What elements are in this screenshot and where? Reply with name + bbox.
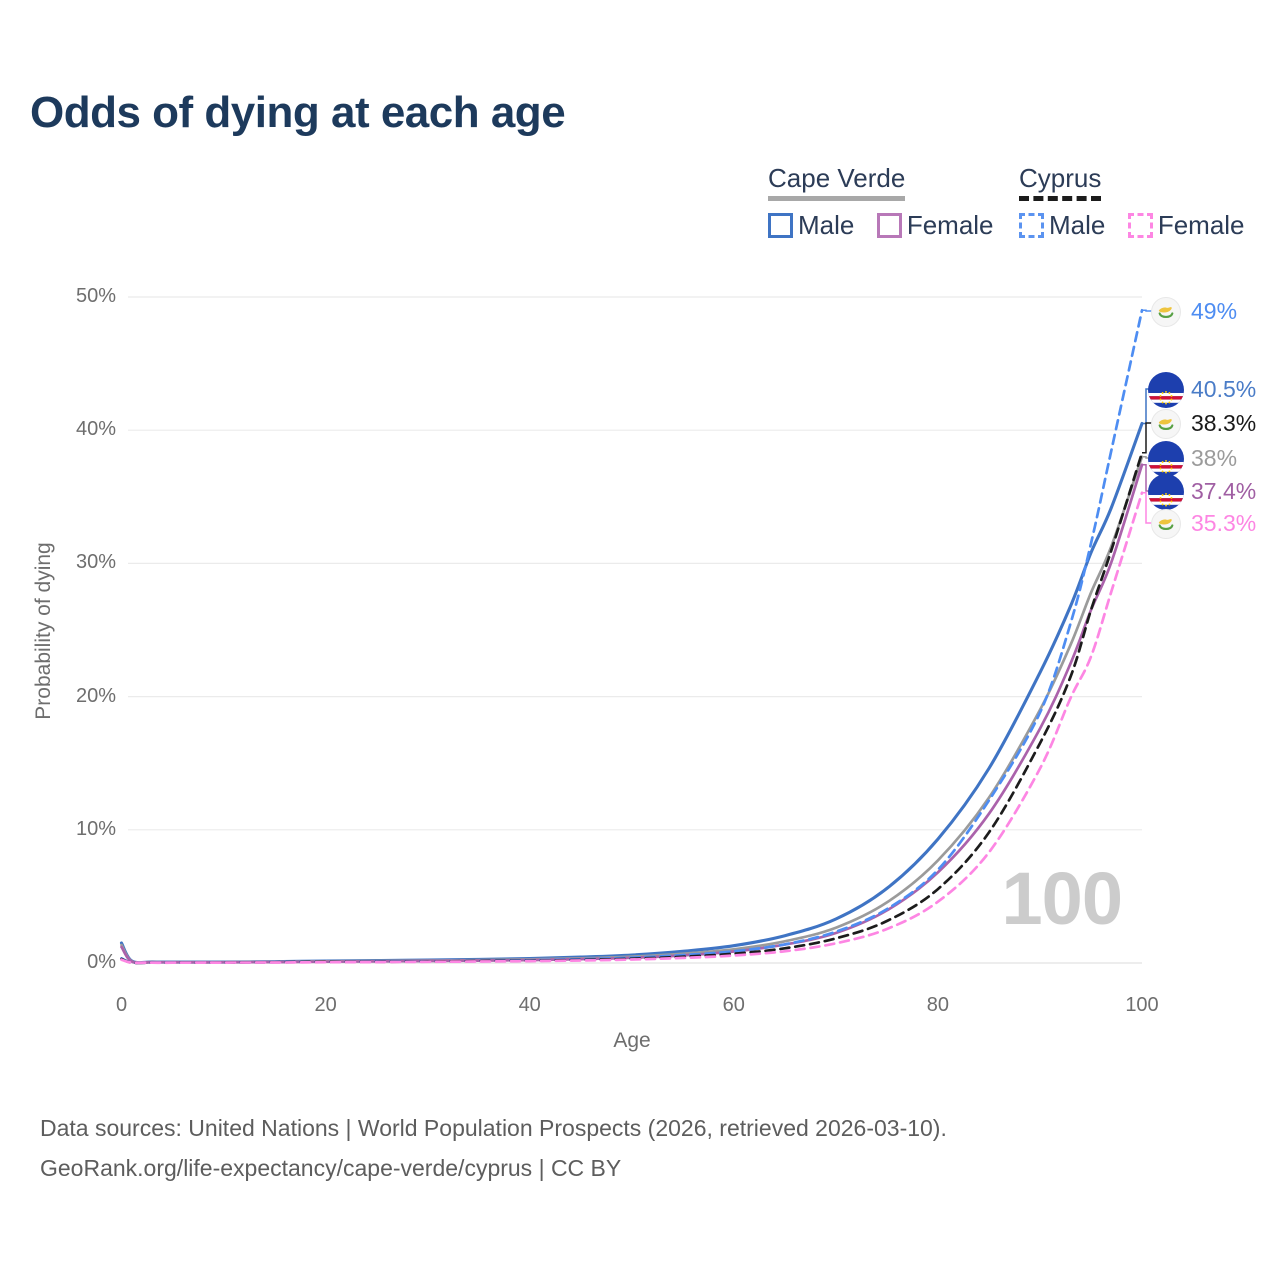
legend-country-label: Cape Verde: [768, 163, 906, 193]
end-label: 38.3%: [1147, 405, 1256, 442]
legend-item-label: Male: [1049, 210, 1106, 240]
x-axis-title: Age: [613, 1029, 651, 1052]
age-watermark: 100: [1001, 857, 1123, 940]
x-tick-label: 40: [518, 994, 541, 1016]
legend-country-label: Cyprus: [1019, 163, 1102, 193]
cape-verde-solid-line-swatch: [768, 196, 906, 201]
end-label-connector: [1142, 464, 1153, 492]
flag-slot: [1147, 405, 1185, 442]
x-tick-label: 20: [314, 994, 337, 1016]
legend-item-label: Female: [906, 210, 994, 240]
line-cyprus-both-sexes: [120, 451, 1144, 965]
y-tick-label: 10%: [75, 817, 116, 840]
end-label: 49%: [1147, 293, 1237, 330]
end-label-value: 38%: [1191, 445, 1238, 471]
cape-verde-flag-icon: [1148, 473, 1184, 510]
cyprus-male-swatch: [1019, 213, 1044, 238]
end-label-value: 40.5%: [1191, 376, 1257, 402]
legend-item-cyprus-female[interactable]: Female: [1127, 210, 1245, 241]
end-label-connector: [1142, 456, 1153, 459]
legend-country-cyprus[interactable]: Cyprus: [1019, 163, 1102, 201]
y-tick-label: 30%: [75, 551, 116, 574]
cyprus-flag-icon: [1151, 296, 1181, 327]
x-tick-label: 60: [722, 994, 745, 1016]
line-cape-verde-female: [120, 463, 1144, 965]
legend-item-cyprus-male[interactable]: Male: [1019, 210, 1105, 241]
cyprus-dashed-line-swatch: [1019, 196, 1102, 201]
flag-slot: [1147, 293, 1185, 330]
legend-item-label: Male: [798, 210, 855, 240]
cyprus-flag-icon: [1151, 408, 1181, 439]
data-source-line2: GeoRank.org/life-expectancy/cape-verde/c…: [40, 1155, 622, 1181]
legend-item-cape-verde-female[interactable]: Female: [876, 210, 994, 241]
data-source-line1: Data sources: United Nations | World Pop…: [40, 1115, 947, 1141]
cyprus-female-swatch: [1127, 213, 1153, 238]
flag-slot: [1147, 371, 1185, 408]
end-label: 40.5%: [1147, 371, 1256, 408]
line-cyprus-male: [120, 308, 1144, 965]
y-axis-title: Probability of dying: [32, 542, 55, 720]
line-cyprus-female: [120, 491, 1144, 965]
x-tick-label: 80: [926, 994, 950, 1016]
x-tick-label: 100: [1125, 994, 1159, 1016]
legend-item-label: Female: [1157, 210, 1245, 240]
legend-item-cape-verde-male[interactable]: Male: [768, 210, 854, 241]
x-tick-label: 0: [115, 994, 128, 1016]
legend-group-cyprus: Cyprus Male Female: [1019, 163, 1263, 243]
cape-verde-flag-icon: [1148, 371, 1184, 408]
end-label: 38%: [1147, 440, 1237, 477]
end-label-value: 35.3%: [1191, 510, 1257, 536]
end-label-connector: [1142, 309, 1153, 312]
end-label: 35.3%: [1147, 505, 1256, 542]
end-label-connector: [1142, 492, 1153, 524]
footer: Data sources: United Nations | World Pop…: [40, 1108, 947, 1188]
page-title: Odds of dying at each age: [30, 88, 566, 137]
end-label: 37.4%: [1147, 473, 1256, 510]
legend-country-cape-verde[interactable]: Cape Verde: [768, 163, 906, 201]
cape-verde-flag-icon: [1148, 440, 1184, 477]
cape-verde-male-swatch: [768, 213, 793, 238]
line-cape-verde-both-sexes: [120, 455, 1144, 965]
end-label-connector: [1142, 388, 1153, 425]
line-cape-verde-male: [119, 421, 1144, 965]
flag-slot: [1147, 440, 1185, 477]
end-label-value: 37.4%: [1191, 478, 1257, 504]
end-label-value: 49%: [1191, 298, 1238, 324]
y-tick-label: 40%: [75, 418, 116, 441]
flag-slot: [1147, 505, 1185, 542]
flag-slot: [1147, 473, 1185, 510]
legend-group-cape-verde: Cape Verde Male Female: [768, 163, 1012, 243]
y-tick-label: 0%: [87, 951, 116, 973]
end-label-value: 38.3%: [1191, 410, 1257, 436]
y-tick-label: 50%: [75, 285, 116, 307]
cape-verde-female-swatch: [876, 213, 902, 238]
end-label-connector: [1142, 422, 1153, 454]
y-tick-label: 20%: [75, 684, 116, 707]
cyprus-flag-icon: [1151, 508, 1181, 539]
